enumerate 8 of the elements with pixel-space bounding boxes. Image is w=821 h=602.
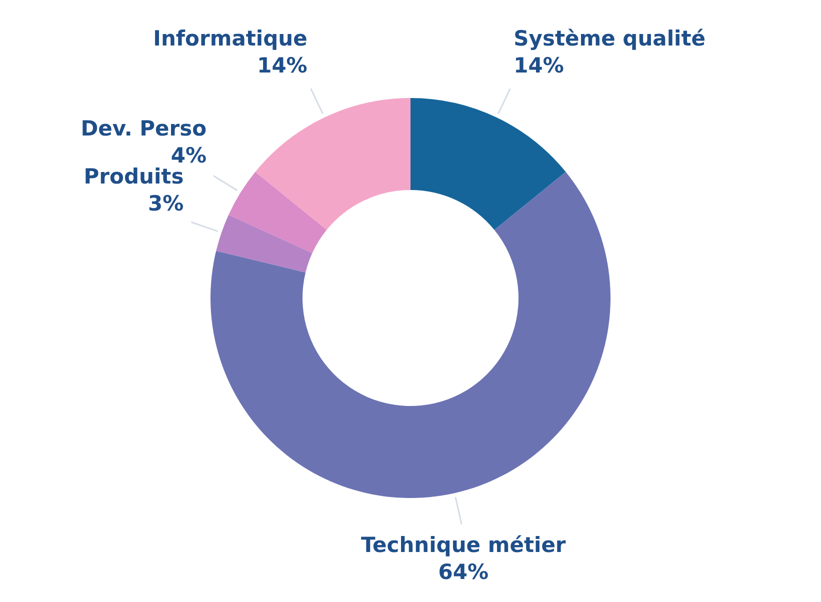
slice-label: Technique métier <box>360 533 566 558</box>
slice-label: Dev. Perso <box>80 116 207 140</box>
data-label: 64% <box>438 560 489 584</box>
slice-label: Système qualité <box>514 26 706 50</box>
data-label: 3% <box>148 191 184 216</box>
data-label: 14% <box>514 53 564 78</box>
slice-label: Informatique <box>153 26 308 50</box>
data-label: 14% <box>257 53 308 78</box>
